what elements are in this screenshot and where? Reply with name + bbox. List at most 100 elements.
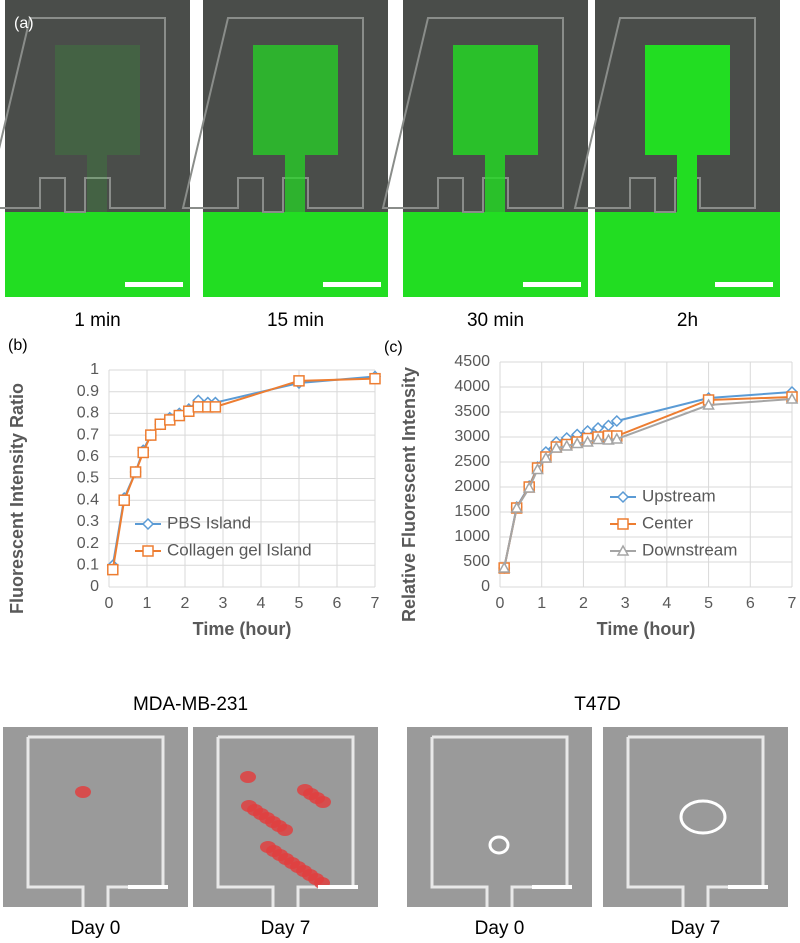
marker	[570, 436, 584, 449]
x-tick-label: 0	[496, 595, 505, 612]
y-tick-label: 3500	[454, 403, 490, 420]
x-tick-label: 5	[295, 595, 304, 612]
marker	[369, 372, 381, 385]
x-tick-label: 7	[371, 595, 380, 612]
island	[253, 45, 338, 155]
x-axis-title: Time (hour)	[597, 619, 696, 639]
scale-bar	[532, 885, 572, 889]
x-tick-label: 2	[579, 595, 588, 612]
y-tick-label: 0.1	[77, 557, 99, 574]
island	[55, 45, 140, 155]
legend-marker	[141, 517, 155, 531]
panel-label: (a)	[14, 15, 34, 32]
cell	[240, 771, 256, 783]
marker	[531, 462, 544, 475]
marker	[192, 401, 205, 413]
x-tick-label: 3	[219, 595, 228, 612]
caption: 2h	[677, 310, 698, 331]
marker	[610, 432, 624, 444]
x-tick-label: 7	[788, 595, 797, 612]
caption: 15 min	[267, 310, 324, 331]
island	[645, 45, 730, 155]
y-tick-label: 2500	[454, 453, 490, 470]
x-tick-label: 1	[537, 595, 546, 612]
x-tick-label: 2	[181, 595, 190, 612]
x-tick-label: 4	[257, 595, 266, 612]
marker	[581, 435, 594, 447]
legend-marker	[617, 518, 629, 530]
neck	[87, 155, 107, 212]
micrograph	[193, 727, 378, 907]
island-outline	[573, 17, 756, 213]
y-tick-label: 1500	[454, 503, 490, 520]
x-tick-label: 3	[621, 595, 630, 612]
legend-label: Downstream	[642, 540, 737, 559]
x-tick-label: 6	[333, 595, 342, 612]
neck	[285, 155, 305, 212]
marker	[510, 501, 523, 513]
island-outline	[181, 17, 364, 213]
y-tick-label: 0.7	[77, 426, 99, 443]
cell	[488, 835, 510, 855]
legend-label: Center	[642, 513, 693, 532]
y-tick-label: 0.8	[77, 405, 99, 422]
caption: Day 7	[671, 918, 721, 939]
legend-label: Upstream	[642, 486, 716, 505]
marker	[129, 466, 142, 478]
marker	[610, 414, 623, 428]
marker	[702, 398, 715, 410]
legend-label: Collagen gel Island	[167, 540, 312, 559]
x-tick-label: 5	[704, 595, 713, 612]
marker	[209, 401, 222, 413]
marker	[497, 561, 511, 573]
marker	[293, 375, 305, 387]
y-tick-label: 4000	[454, 378, 490, 395]
marker	[107, 563, 119, 576]
scale-bar	[715, 282, 773, 287]
y-tick-label: 0.3	[77, 513, 99, 530]
y-tick-label: 1000	[454, 528, 490, 545]
neck	[485, 155, 505, 212]
marker	[173, 409, 186, 422]
legend-marker	[616, 490, 630, 504]
marker	[145, 429, 157, 441]
x-tick-label: 6	[746, 595, 755, 612]
y-tick-label: 0	[90, 578, 99, 595]
scale-bar	[128, 885, 168, 889]
scale-bar	[318, 885, 358, 889]
scale-bar	[523, 282, 581, 287]
y-tick-label: 0.5	[77, 470, 99, 487]
marker	[164, 414, 176, 426]
legend-marker	[616, 544, 630, 556]
x-tick-label: 1	[143, 595, 152, 612]
y-tick-label: 2000	[454, 478, 490, 495]
scale-bar	[323, 282, 381, 287]
caption: Day 7	[261, 918, 311, 939]
panel-label: (c)	[384, 339, 403, 356]
group-title: T47D	[574, 694, 620, 715]
island-outline	[0, 17, 166, 213]
legend-label: PBS Island	[167, 513, 251, 532]
cell	[260, 841, 276, 853]
y-axis-title: Fluorescent Intensity Ratio	[7, 383, 27, 614]
marker	[550, 441, 563, 453]
y-tick-label: 500	[463, 553, 490, 570]
marker	[183, 405, 195, 417]
marker	[560, 439, 574, 451]
y-tick-label: 3000	[454, 428, 490, 445]
y-axis-title: Relative Fluorescent Intensity	[399, 367, 419, 622]
marker	[539, 451, 553, 463]
y-tick-label: 0.4	[77, 491, 99, 508]
y-tick-label: 0.6	[77, 448, 99, 465]
y-tick-label: 4500	[454, 353, 490, 370]
scale-bar	[125, 282, 183, 287]
x-tick-label: 0	[105, 595, 114, 612]
caption: 1 min	[74, 310, 120, 331]
group-title: MDA-MB-231	[133, 694, 248, 715]
panel-label: (b)	[8, 337, 28, 354]
marker	[118, 494, 130, 506]
micrograph	[3, 727, 188, 907]
y-tick-label: 0.2	[77, 535, 99, 552]
